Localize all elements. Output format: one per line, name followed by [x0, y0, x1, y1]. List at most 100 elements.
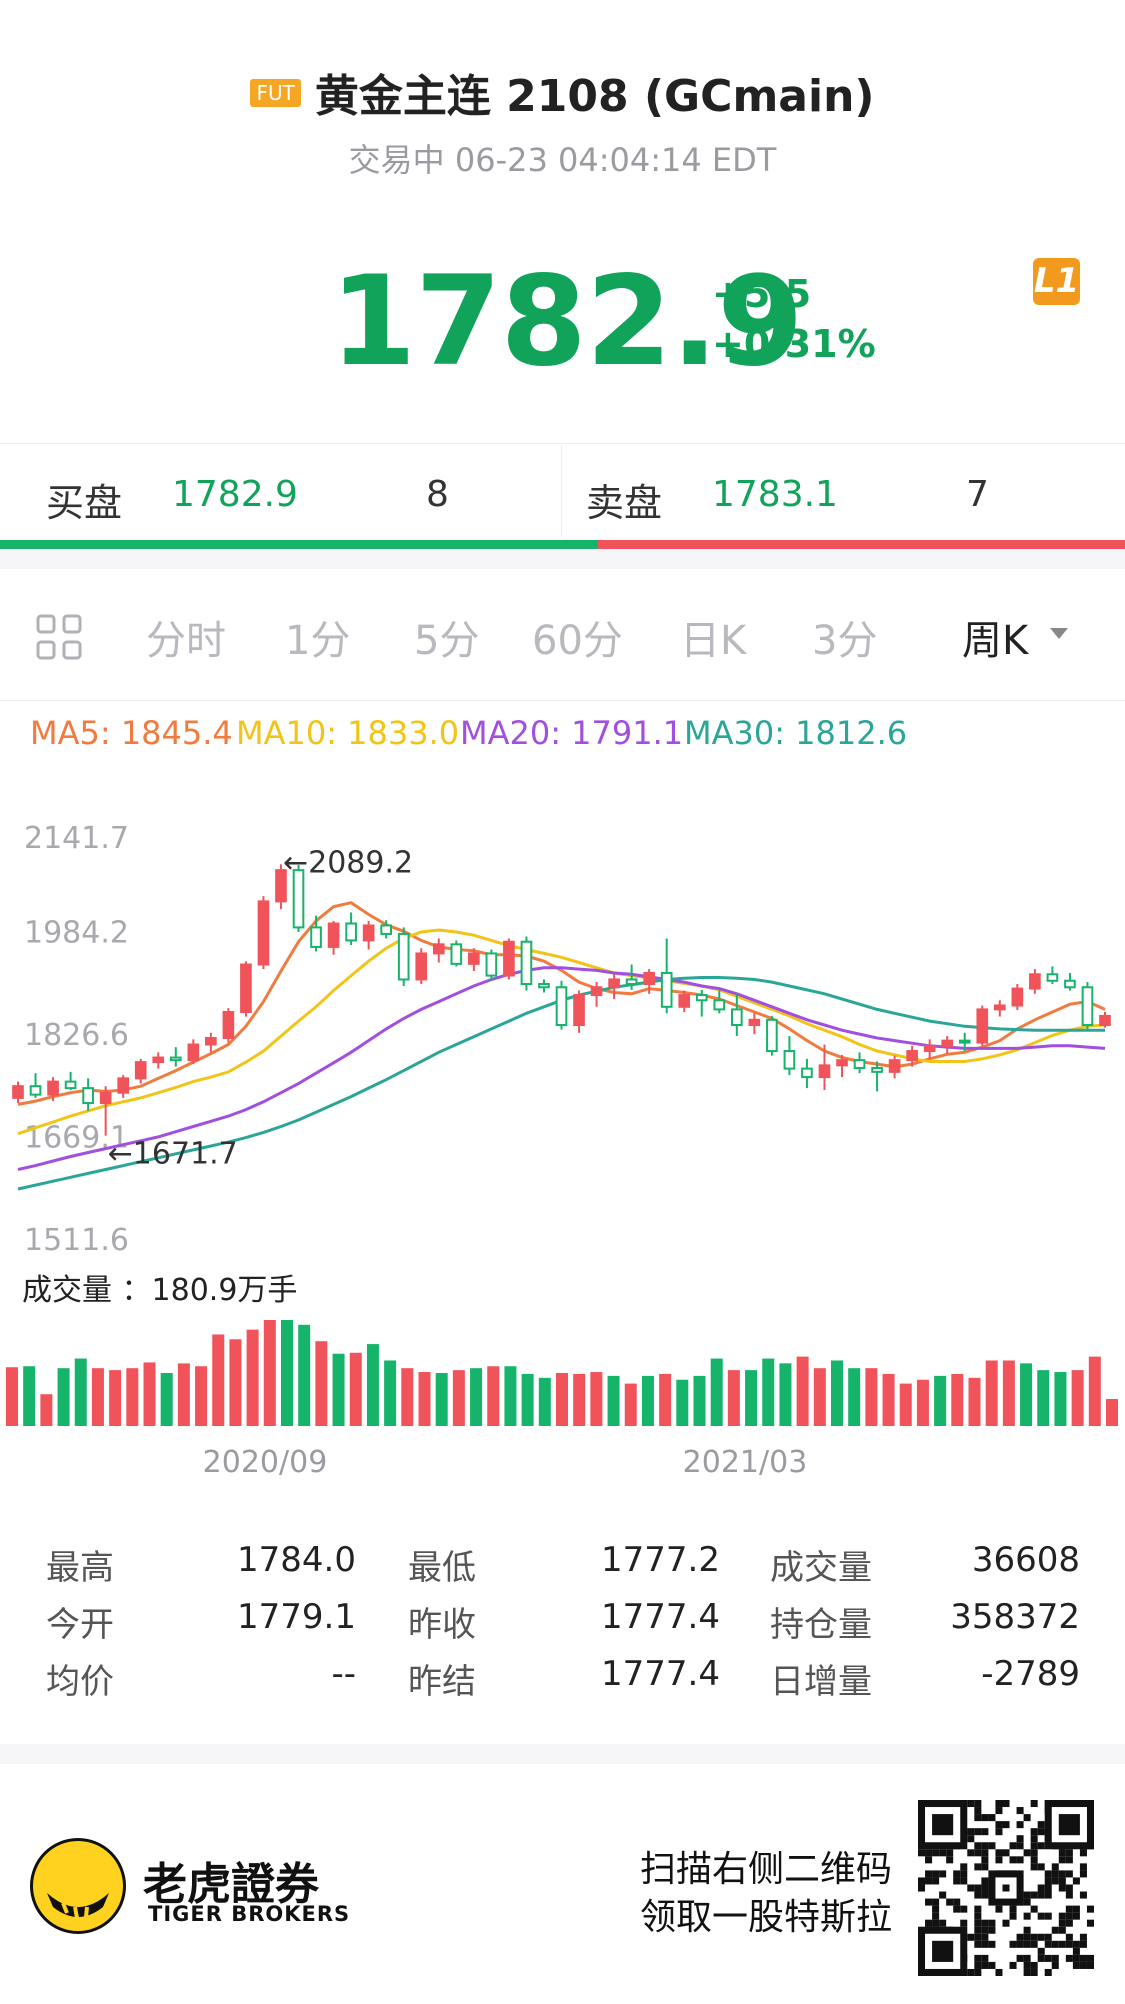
stat-label: 昨收 — [408, 1605, 476, 1645]
volume-bar — [590, 1372, 603, 1426]
candle-body — [29, 1085, 42, 1096]
ask-size: 7 — [966, 474, 989, 515]
volume-bar — [693, 1375, 706, 1426]
tab-1min[interactable]: 1分 — [285, 618, 351, 664]
section-separator — [0, 549, 1125, 569]
volume-bar — [1106, 1399, 1118, 1426]
candle-body — [99, 1091, 112, 1105]
volume-bar — [762, 1358, 775, 1426]
ma-line-ma20 — [17, 966, 1106, 1171]
candle-body — [853, 1059, 866, 1069]
volume-bar — [91, 1368, 104, 1426]
candle-body — [117, 1077, 130, 1094]
stat-label: 昨结 — [408, 1662, 476, 1702]
volume-bar — [813, 1368, 826, 1426]
candle-body — [275, 869, 287, 903]
candle-body — [187, 1043, 200, 1062]
candle-body — [941, 1039, 954, 1047]
volume-bar — [1071, 1370, 1084, 1426]
tab-weekly[interactable]: 周K — [962, 618, 1029, 664]
candle-body — [380, 924, 392, 935]
candle-body — [503, 940, 515, 977]
candle-body — [818, 1064, 831, 1079]
candle-body — [1011, 987, 1024, 1007]
promo-line-2: 领取一股特斯拉 — [640, 1897, 893, 1938]
candle-body — [64, 1080, 77, 1090]
volume-bar — [6, 1367, 18, 1426]
volume-bar — [538, 1377, 551, 1426]
volume-bar — [624, 1383, 637, 1426]
brand-name-cn: 老虎證券 — [143, 1859, 319, 1910]
volume-bar — [865, 1368, 878, 1426]
ma30-legend: MA30: 1812.6 — [684, 714, 908, 752]
volume-bar — [504, 1366, 517, 1426]
candle-body — [1081, 986, 1094, 1027]
candle-body — [695, 994, 708, 1002]
candle-body — [1064, 979, 1076, 989]
volume-bar — [899, 1383, 912, 1426]
volume-bar — [212, 1334, 225, 1426]
chevron-down-icon[interactable] — [1050, 628, 1068, 639]
y-tick-label: 2141.7 — [24, 821, 129, 856]
volume-bar — [934, 1375, 947, 1426]
volume-bar — [796, 1356, 809, 1426]
candle-body — [292, 869, 305, 929]
volume-bar — [831, 1360, 843, 1426]
tab-60min[interactable]: 60分 — [532, 618, 623, 664]
candle-body — [923, 1044, 936, 1053]
ma10-legend: MA10: 1833.0 — [236, 714, 460, 752]
volume-bar — [1088, 1356, 1101, 1426]
stat-label: 均价 — [46, 1662, 114, 1702]
candle-body — [871, 1066, 883, 1073]
stat-value: 1779.1 — [237, 1597, 356, 1637]
tab-3min[interactable]: 3分 — [812, 618, 878, 664]
tab-intraday[interactable]: 分时 — [146, 618, 226, 664]
x-axis-label: 2020/09 — [203, 1445, 328, 1480]
tab-daily[interactable]: 日K — [680, 618, 747, 664]
candle-body — [169, 1056, 182, 1062]
divider — [0, 700, 1125, 701]
candle-body — [415, 952, 428, 981]
volume-bar — [263, 1320, 276, 1426]
volume-bar — [332, 1353, 345, 1426]
candle-body — [257, 900, 270, 966]
volume-bar — [401, 1368, 414, 1426]
promo-line-1: 扫描右侧二维码 — [640, 1849, 893, 1890]
candle-body — [625, 978, 638, 986]
candle-body — [713, 999, 726, 1011]
volume-bar — [1037, 1370, 1050, 1426]
level1-badge[interactable]: L1 — [1033, 258, 1080, 305]
candle-body — [450, 943, 463, 965]
candle-body — [590, 986, 603, 997]
candle-body — [538, 983, 550, 989]
stat-label: 最低 — [408, 1548, 476, 1588]
candle-body — [240, 963, 252, 1013]
volume-bar — [195, 1366, 208, 1426]
volume-bar — [882, 1373, 895, 1426]
ma20-legend: MA20: 1791.1 — [460, 714, 684, 752]
kline-chart[interactable]: 2141.71984.21826.61669.11511.6←2089.2←16… — [0, 760, 1125, 1480]
volume-bar — [160, 1373, 173, 1426]
volume-bar — [916, 1379, 929, 1426]
candle-body — [345, 922, 357, 942]
candle-body — [397, 932, 410, 981]
volume-bar — [968, 1377, 981, 1426]
volume-bar — [281, 1320, 293, 1426]
stat-label: 日增量 — [770, 1662, 872, 1702]
volume-bar — [848, 1368, 861, 1426]
candle-body — [958, 1039, 971, 1044]
volume-bar — [349, 1352, 362, 1426]
y-tick-label: 1826.6 — [24, 1018, 129, 1053]
candle-body — [608, 978, 620, 989]
stat-label: 最高 — [46, 1548, 114, 1588]
volume-bar — [985, 1360, 998, 1426]
candle-body — [485, 952, 498, 977]
ask-price: 1783.1 — [712, 474, 838, 515]
candle-body — [222, 1010, 235, 1040]
volume-bar — [23, 1366, 36, 1426]
tab-5min[interactable]: 5分 — [414, 618, 480, 664]
candle-body — [836, 1059, 848, 1067]
candle-body — [327, 922, 340, 948]
grid-menu-icon[interactable] — [36, 614, 82, 660]
stat-value: 1784.0 — [237, 1540, 356, 1580]
